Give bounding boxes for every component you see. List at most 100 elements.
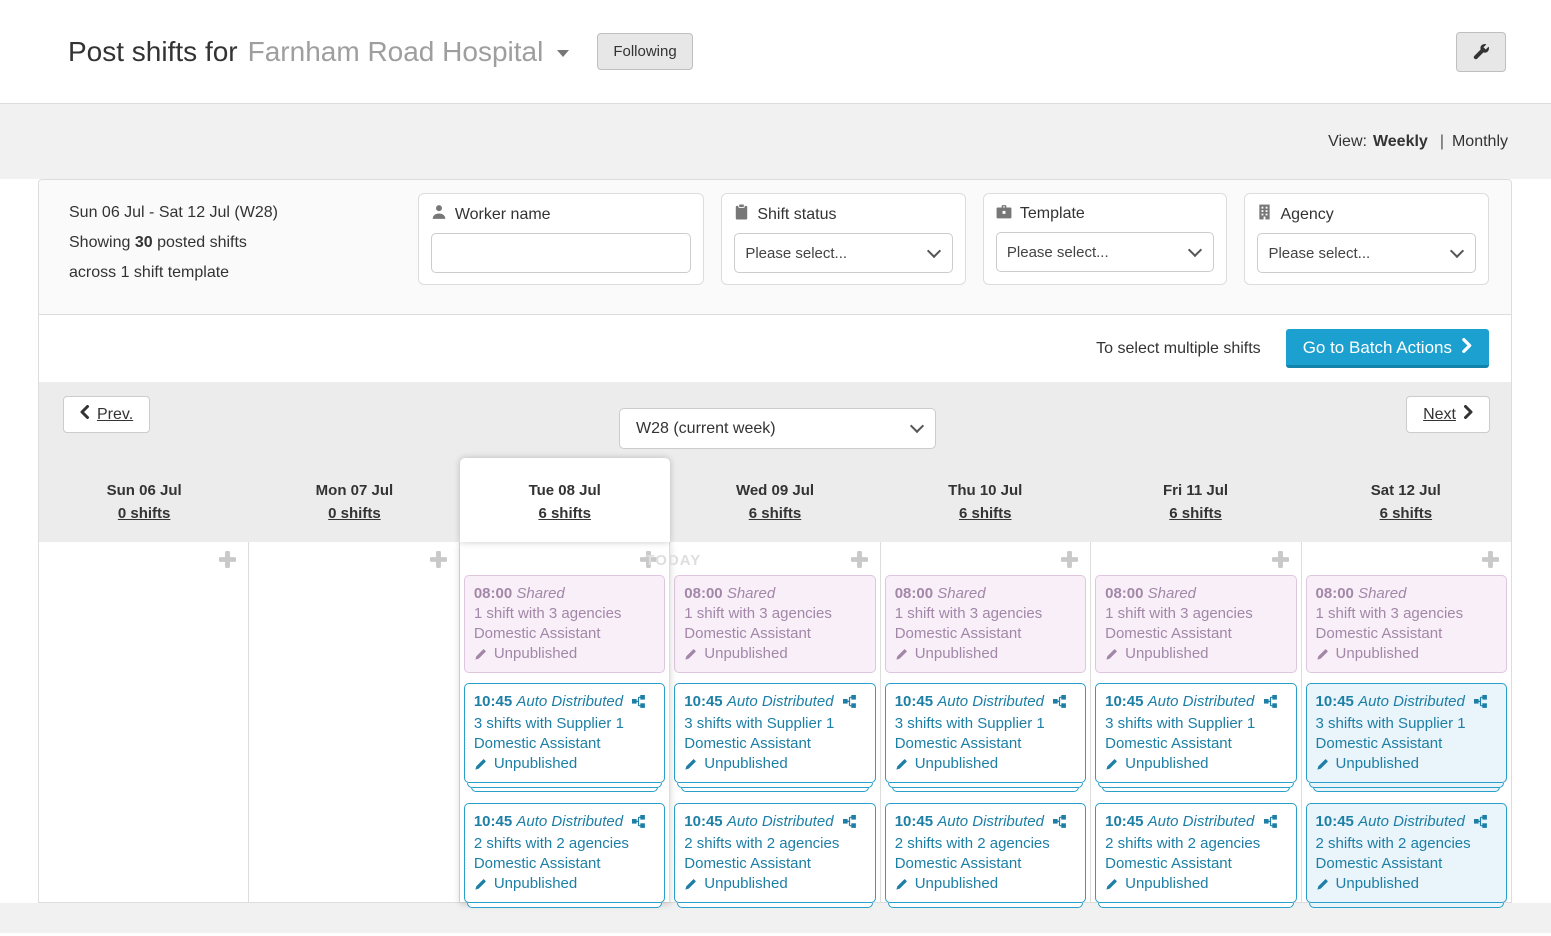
view-monthly-link[interactable]: Monthly bbox=[1451, 132, 1508, 150]
shift-status-line: Unpublished bbox=[895, 754, 1076, 774]
shift-card[interactable]: 10:45 Auto Distributed 3 shifts with Sup… bbox=[884, 683, 1087, 792]
shift-role: Domestic Assistant bbox=[684, 625, 811, 642]
template-select[interactable]: Please select... bbox=[995, 232, 1215, 272]
shift-card[interactable]: 10:45 Auto Distributed 3 shifts with Sup… bbox=[1305, 683, 1507, 792]
day-column: 08:00 Shared 1 shift with 3 agencies Dom… bbox=[880, 542, 1092, 908]
pencil-icon bbox=[474, 878, 487, 891]
day-shifts-link[interactable]: 6 shifts bbox=[1379, 505, 1433, 522]
following-button[interactable]: Following bbox=[597, 33, 693, 70]
shift-card[interactable]: 10:45 Auto Distributed 3 shifts with Sup… bbox=[674, 683, 876, 792]
shift-detail: 3 shifts with Supplier 1 bbox=[684, 715, 835, 732]
distribution-icon bbox=[632, 815, 646, 832]
shift-card-list: 08:00 Shared 1 shift with 3 agencies Dom… bbox=[460, 542, 669, 908]
worker-name-label-row: Worker name bbox=[431, 204, 692, 225]
shift-count: 30 bbox=[134, 234, 153, 251]
shift-time: 10:45 bbox=[684, 813, 723, 830]
batch-hint: To select multiple shifts bbox=[1096, 339, 1261, 357]
shift-card-list: 08:00 Shared 1 shift with 3 agencies Dom… bbox=[881, 542, 1090, 908]
day-shifts-link[interactable]: 6 shifts bbox=[538, 505, 591, 522]
day-shifts-link[interactable]: 0 shifts bbox=[328, 505, 381, 522]
view-weekly[interactable]: Weekly bbox=[1372, 132, 1428, 150]
shift-time: 10:45 bbox=[1315, 813, 1354, 830]
showing-line: Showing 30 posted shifts bbox=[69, 234, 247, 251]
shift-headline: 08:00 Shared bbox=[1105, 584, 1286, 604]
shift-detail: 1 shift with 3 agencies bbox=[894, 605, 1043, 622]
day-header: Wed 09 Jul 6 shifts bbox=[670, 444, 880, 542]
shift-card[interactable]: 08:00 Shared 1 shift with 3 agencies Dom… bbox=[674, 575, 876, 673]
pencil-icon bbox=[895, 648, 908, 661]
shift-time: 08:00 bbox=[684, 585, 723, 602]
shift-status: Unpublished bbox=[1125, 755, 1209, 772]
day-shifts-link[interactable]: 6 shifts bbox=[1169, 505, 1222, 522]
shift-card[interactable]: 10:45 Auto Distributed 2 shifts with 2 a… bbox=[1095, 803, 1297, 908]
day-shifts-link[interactable]: 6 shifts bbox=[959, 505, 1012, 522]
shift-card[interactable]: 10:45 Auto Distributed 2 shifts with 2 a… bbox=[884, 803, 1087, 908]
shift-time: 10:45 bbox=[1315, 693, 1354, 710]
plus-icon[interactable] bbox=[640, 551, 658, 573]
shift-card[interactable]: 10:45 Auto Distributed 2 shifts with 2 a… bbox=[463, 803, 666, 908]
template-label-row: Template bbox=[996, 204, 1215, 224]
template-select-wrap: Please select... bbox=[995, 232, 1215, 272]
next-week-button[interactable]: Next bbox=[1406, 396, 1490, 433]
agency-filter: Agency Please select... bbox=[1244, 193, 1489, 285]
agency-select[interactable]: Please select... bbox=[1257, 233, 1476, 273]
shift-time: 08:00 bbox=[1105, 585, 1144, 602]
day-header: Tue 08 Jul 6 shifts bbox=[459, 458, 670, 542]
shift-detail: 2 shifts with 2 agencies bbox=[894, 835, 1050, 852]
shift-status: Unpublished bbox=[1335, 645, 1419, 662]
shift-kind: Shared bbox=[1358, 585, 1407, 602]
shift-card[interactable]: 08:00 Shared 1 shift with 3 agencies Dom… bbox=[884, 575, 1087, 673]
day-shifts-link[interactable]: 6 shifts bbox=[748, 505, 802, 522]
shift-time: 10:45 bbox=[894, 813, 934, 830]
shift-status-select[interactable]: Please select... bbox=[734, 233, 953, 273]
shift-status-line: Unpublished bbox=[1316, 754, 1497, 774]
shift-card[interactable]: 10:45 Auto Distributed 2 shifts with 2 a… bbox=[674, 803, 876, 908]
shift-role: Domestic Assistant bbox=[684, 735, 811, 752]
footer-spacer bbox=[0, 903, 1551, 933]
shift-card[interactable]: 08:00 Shared 1 shift with 3 agencies Dom… bbox=[1095, 575, 1297, 673]
shift-card[interactable]: 10:45 Auto Distributed 3 shifts with Sup… bbox=[1095, 683, 1297, 792]
page-title-prefix: Post shifts for bbox=[68, 35, 238, 67]
shift-kind: Auto Distributed bbox=[937, 693, 1044, 710]
shift-headline: 10:45 Auto Distributed bbox=[1105, 812, 1286, 834]
plus-icon[interactable] bbox=[1481, 551, 1499, 573]
shift-role: Domestic Assistant bbox=[684, 855, 811, 872]
shift-role: Domestic Assistant bbox=[1315, 625, 1443, 642]
shift-kind: Shared bbox=[937, 585, 986, 602]
shift-role: Domestic Assistant bbox=[473, 735, 601, 752]
plus-icon[interactable] bbox=[1061, 551, 1079, 573]
shift-kind: Auto Distributed bbox=[1358, 813, 1465, 830]
settings-button[interactable] bbox=[1456, 31, 1506, 72]
agency-select-wrap: Please select... bbox=[1257, 233, 1476, 273]
shift-role: Domestic Assistant bbox=[894, 855, 1022, 872]
shift-headline: 10:45 Auto Distributed bbox=[895, 812, 1076, 834]
shift-role: Domestic Assistant bbox=[1315, 735, 1443, 752]
distribution-icon bbox=[632, 695, 646, 712]
plus-icon[interactable] bbox=[429, 551, 447, 573]
plus-icon[interactable] bbox=[1271, 551, 1289, 573]
page-title: Post shifts for Farnham Road Hospital bbox=[68, 35, 570, 68]
shift-status: Unpublished bbox=[914, 875, 999, 892]
prev-week-button[interactable]: Prev. bbox=[63, 396, 151, 433]
shift-role: Domestic Assistant bbox=[473, 625, 601, 642]
shift-card[interactable]: 10:45 Auto Distributed 3 shifts with Sup… bbox=[463, 683, 666, 792]
shift-card[interactable]: 08:00 Shared 1 shift with 3 agencies Dom… bbox=[1305, 575, 1507, 673]
worker-name-input[interactable] bbox=[430, 233, 692, 273]
shift-card[interactable]: 08:00 Shared 1 shift with 3 agencies Dom… bbox=[463, 575, 666, 673]
shift-status-line: Unpublished bbox=[474, 644, 655, 664]
shift-detail: 3 shifts with Supplier 1 bbox=[894, 715, 1045, 732]
chevron-right-icon bbox=[1452, 338, 1472, 358]
shift-role: Domestic Assistant bbox=[1105, 625, 1232, 642]
shift-status-line: Unpublished bbox=[1105, 644, 1286, 664]
week-navigation: Prev. W28 (current week) Next bbox=[39, 382, 1511, 449]
go-to-batch-actions-button[interactable]: Go to Batch Actions bbox=[1285, 329, 1489, 368]
plus-icon[interactable] bbox=[850, 551, 868, 573]
caret-down-icon[interactable] bbox=[557, 50, 570, 57]
shift-kind: Auto Distributed bbox=[937, 813, 1044, 830]
week-select[interactable]: W28 (current week) bbox=[619, 408, 936, 449]
plus-icon[interactable] bbox=[219, 551, 237, 573]
briefcase-icon bbox=[996, 204, 1020, 224]
shift-card[interactable]: 10:45 Auto Distributed 2 shifts with 2 a… bbox=[1305, 803, 1507, 908]
pencil-icon bbox=[684, 648, 697, 661]
day-shifts-link[interactable]: 0 shifts bbox=[117, 505, 171, 522]
